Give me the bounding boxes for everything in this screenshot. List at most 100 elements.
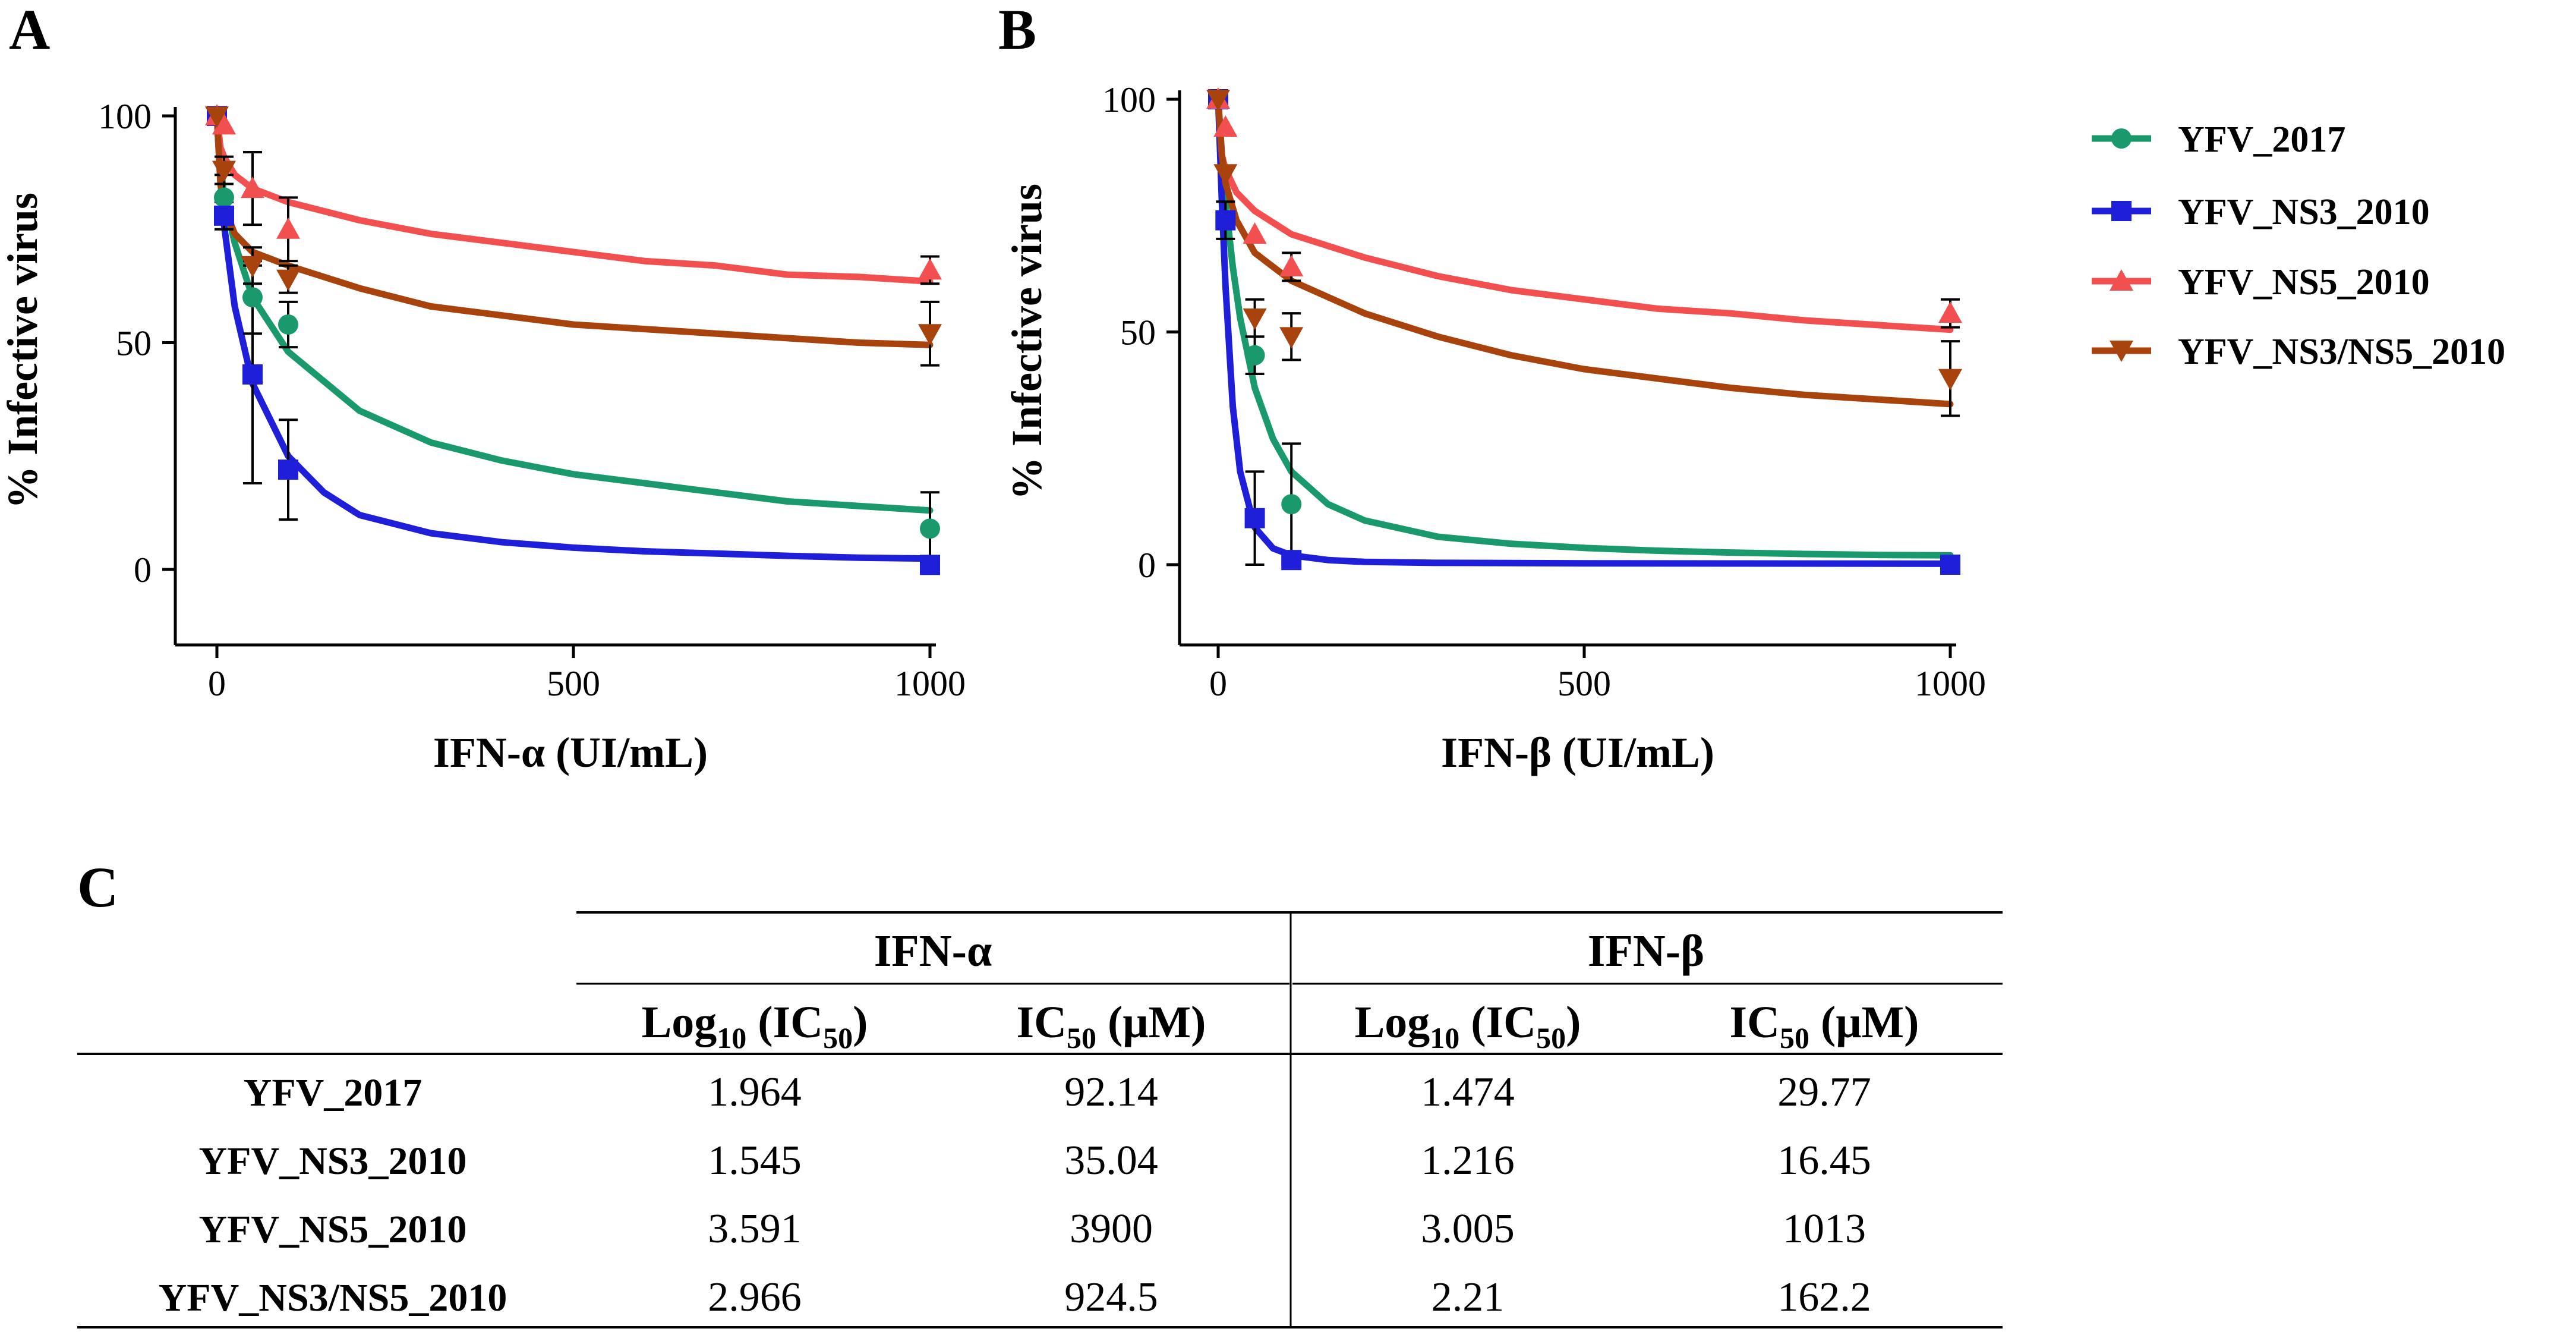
chart-a-y-tick-label: 50 (116, 324, 152, 363)
table-cell: 2.966 (708, 1274, 802, 1320)
table-cell: 1.964 (708, 1069, 802, 1115)
chart-a-x-tick-label: 1000 (894, 664, 966, 703)
chart-b-point-yfv-ns5-2010 (1243, 222, 1267, 244)
chart-b-points (1206, 87, 1962, 575)
table-col-header-alpha-log-main: Log (642, 997, 717, 1047)
chart-a-x-tick-label: 500 (547, 664, 600, 703)
chart-b-point-yfv-ns3-2010 (1215, 210, 1236, 231)
table-cell: 1.474 (1421, 1069, 1515, 1115)
table-col-header-beta-log-sub2: 50 (1536, 1021, 1566, 1054)
table-col-header-alpha-log-sub2: 50 (823, 1021, 853, 1054)
chart-b-point-yfv-ns5-2010 (1279, 254, 1304, 276)
chart-b-x-tick-label: 500 (1557, 664, 1611, 703)
chart-a-point-yfv-ns3-ns5-2010 (205, 106, 229, 128)
chart-b-curve-yfv-2017 (1215, 96, 1954, 559)
chart-a-point-yfv-2017 (214, 187, 234, 208)
chart-a-curve-yfv-ns3-ns5-2010 (213, 112, 934, 348)
chart-a-curves (213, 112, 934, 562)
chart-b-point-yfv-ns3-2010 (1940, 555, 1960, 575)
table-group-header-ifn-beta: IFN-β (1588, 926, 1704, 976)
chart-a-point-yfv-ns5-2010 (212, 113, 236, 135)
chart-b-x-axis-title: IFN-β (UI/mL) (1441, 729, 1714, 776)
chart-a-point-yfv-ns3-ns5-2010 (276, 269, 300, 291)
chart-b-y-axis-title: % Infective virus (1003, 184, 1051, 500)
chart-a-y-axis-title: % Infective virus (0, 193, 46, 509)
table-cell: 924.5 (1064, 1274, 1158, 1320)
table-cell: 92.14 (1064, 1069, 1158, 1115)
chart-a-point-yfv-2017 (920, 518, 940, 539)
chart-b-point-yfv-2017 (1281, 494, 1302, 515)
chart-b-error-bars (1216, 200, 1960, 566)
table-cell: 162.2 (1777, 1274, 1871, 1320)
chart-b-point-yfv-2017 (1244, 345, 1265, 366)
chart-b-y-tick-label: 50 (1120, 313, 1156, 352)
legend-label-yfv-2017: YFV_2017 (2178, 119, 2345, 160)
table-col-header-beta-log: Log10 (IC50) (1355, 997, 1581, 1054)
chart-a-curve-yfv-ns3-2010 (213, 112, 934, 562)
table-cell: 1013 (1783, 1206, 1866, 1252)
chart-b-point-yfv-ns3-2010 (1244, 508, 1265, 528)
chart-b-point-yfv-ns5-2010 (1213, 115, 1238, 137)
table-col-header-beta-log-end: ) (1566, 997, 1581, 1047)
chart-a-point-yfv-2017 (278, 314, 298, 335)
chart-a-point-yfv-ns3-ns5-2010 (918, 324, 942, 346)
chart-a-point-yfv-ns5-2010 (918, 258, 942, 280)
chart-b-point-yfv-ns3-2010 (1281, 550, 1302, 571)
table-col-header-beta-ic50: IC50 (μM) (1730, 997, 1919, 1054)
table-col-header-alpha-ic50: IC50 (μM) (1017, 997, 1206, 1054)
legend-marker-yfv-ns5-2010 (2110, 269, 2133, 291)
table-col-header-alpha-log: Log10 (IC50) (642, 997, 868, 1054)
table-row-label: YFV_NS3/NS5_2010 (159, 1276, 507, 1320)
chart-a-point-yfv-2017 (242, 287, 263, 308)
chart-b-point-yfv-ns3-ns5-2010 (1243, 308, 1267, 330)
legend-marker-yfv-2017 (2111, 128, 2132, 149)
table-cell: 1.216 (1421, 1138, 1515, 1183)
table-col-header-alpha-log-end: ) (853, 997, 868, 1047)
chart-b-curves (1215, 96, 1954, 567)
chart-a-point-yfv-ns3-ns5-2010 (212, 160, 236, 182)
chart-b-point-yfv-ns3-ns5-2010 (1206, 90, 1230, 111)
chart-a-point-yfv-ns3-2010 (242, 364, 263, 385)
table-cell: 35.04 (1064, 1138, 1158, 1183)
chart-b-point-yfv-ns3-ns5-2010 (1213, 164, 1238, 186)
table-cell: 16.45 (1777, 1138, 1871, 1183)
chart-b-x-tick-label: 0 (1209, 664, 1227, 703)
legend-item-yfv-ns3-ns5-2010: YFV_NS3/NS5_2010 (2092, 332, 2505, 372)
table-cell: 2.21 (1432, 1274, 1505, 1320)
legend-label-yfv-ns3-ns5-2010: YFV_NS3/NS5_2010 (2178, 332, 2505, 372)
table-cell: 3900 (1070, 1206, 1153, 1252)
table-group-header-ifn-alpha: IFN-α (874, 926, 992, 976)
table-col-header-beta-log-sub1: 10 (1430, 1021, 1459, 1054)
legend-label-yfv-ns5-2010: YFV_NS5_2010 (2178, 262, 2430, 303)
panel-label-b: B (998, 0, 1036, 61)
chart-b-y-tick-label: 0 (1138, 546, 1156, 585)
chart-a-y-tick-label: 100 (98, 97, 152, 136)
legend-item-yfv-2017: YFV_2017 (2092, 119, 2345, 160)
chart-a-point-yfv-ns3-ns5-2010 (241, 256, 264, 278)
chart-a-y-tick-label: 0 (134, 550, 152, 590)
chart-a-point-yfv-ns3-2010 (278, 459, 298, 480)
table-col-header-beta-ic50-sub1: 50 (1780, 1021, 1809, 1054)
table-row-label: YFV_2017 (244, 1071, 422, 1115)
legend-label-yfv-ns3-2010: YFV_NS3_2010 (2178, 192, 2430, 232)
chart-a-x-tick-label: 0 (208, 664, 226, 703)
chart-a-point-yfv-ns3-2010 (214, 205, 234, 226)
table-cell: 3.005 (1421, 1206, 1515, 1252)
table-cell: 1.545 (708, 1138, 802, 1183)
panel-label-a: A (9, 0, 50, 61)
chart-b-point-yfv-ns3-ns5-2010 (1938, 369, 1962, 391)
table-col-header-beta-ic50-mid: (μM) (1809, 997, 1919, 1047)
chart-a-x-axis-title: IFN-α (UI/mL) (433, 729, 708, 776)
ic50-table: IFN-α IFN-β Log10 (IC50) IC50 (μM) Log10… (77, 911, 2003, 1328)
chart-b-curve-yfv-ns3-ns5-2010 (1215, 96, 1954, 408)
chart-b-curve-yfv-ns3-2010 (1215, 96, 1954, 567)
chart-b-point-yfv-ns5-2010 (1938, 301, 1962, 323)
table-col-header-alpha-ic50-mid: (μM) (1096, 997, 1206, 1047)
chart-a-point-yfv-ns5-2010 (241, 177, 264, 199)
chart-b-point-yfv-ns3-ns5-2010 (1279, 327, 1304, 349)
table-col-header-alpha-ic50-main: IC (1017, 997, 1067, 1047)
